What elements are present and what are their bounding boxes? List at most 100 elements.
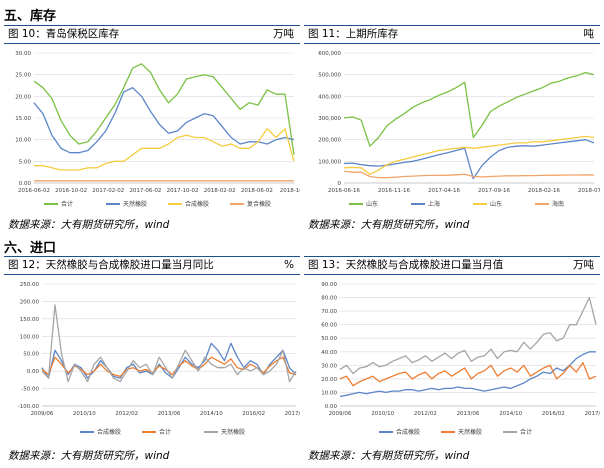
chart-shfe-inventory: 0 100,000 200,000 300,000 400,000 500,000 600,… — [318, 51, 600, 208]
chart-title-fig11: 图 11：上期所库存 — [308, 28, 399, 40]
chart-unit-fig13: 万吨 — [573, 259, 594, 271]
x-tick-label: 2013/06 — [158, 411, 181, 417]
x-tick-label: 2016/02 — [542, 411, 565, 417]
series-line-1 — [343, 139, 595, 180]
legend-label: 上海 — [428, 200, 440, 208]
series-line-1 — [33, 87, 295, 154]
legend-label: 天然橡胶 — [221, 428, 245, 436]
series-line-0 — [343, 71, 595, 147]
x-tick-label: 2017/06 — [285, 411, 300, 417]
x-tick-label: 2014/10 — [499, 411, 522, 417]
y-tick-label: 600,000 — [318, 51, 341, 57]
y-tick-label: 250.00 — [20, 282, 40, 288]
y-tick-label: 200,000 — [318, 138, 341, 144]
section-title-import: 六、进口 — [4, 241, 57, 256]
legend-label: 山东 — [366, 200, 378, 208]
y-tick-label: 0 — [338, 181, 342, 187]
series-line-2 — [34, 128, 295, 171]
x-tick-label: 2009/06 — [329, 411, 352, 417]
section-title-inventory: 五、库存 — [4, 9, 57, 24]
x-tick-label: 2009/06 — [31, 411, 54, 417]
x-tick-label: 2018-02-16 — [528, 188, 560, 194]
x-tick-label: 2017-02-02 — [92, 188, 124, 194]
legend-label: 山东 — [490, 200, 502, 208]
panel-header-fig13: 图 13：天然橡胶与合成橡胶进口量当月值 万吨 — [304, 256, 600, 275]
y-tick-label: 0.00 — [325, 404, 338, 410]
chart-import-volume: 0.00 10.00 20.00 30.00 40.00 50.00 60.00 70.00 8… — [321, 282, 600, 436]
panel-header-fig11: 图 11：上期所库存 吨 — [304, 25, 600, 44]
series-line-0 — [33, 63, 295, 155]
chart-title-fig10: 图 10：青岛保税区库存 — [8, 28, 120, 40]
y-tick-label: 90.00 — [321, 282, 337, 288]
y-tick-label: -50.00 — [21, 387, 39, 393]
x-tick-label: 2018-02-02 — [204, 188, 236, 194]
y-tick-label: 0.00 — [19, 181, 32, 187]
chart-unit-fig12: % — [284, 259, 294, 271]
y-tick-label: 40.00 — [321, 350, 337, 356]
legend-label: 合计 — [61, 200, 73, 208]
source-note-fig12: 数据来源：大有期货研究所，wind — [8, 450, 170, 462]
series-line-2 — [41, 304, 297, 383]
chart-title-fig13: 图 13：天然橡胶与合成橡胶进口量当月值 — [308, 259, 504, 271]
y-tick-label: 150.00 — [20, 317, 40, 323]
y-tick-label: 15.00 — [15, 116, 31, 122]
x-tick-label: 2012/02 — [115, 411, 138, 417]
chart-qingdao-bonded-inventory: 0.00 5.00 10.00 15.00 20.00 25.00 30.00 2016-06… — [15, 51, 300, 208]
series-line-2 — [343, 135, 595, 175]
panel-header-fig12: 图 12：天然橡胶与合成橡胶进口量当月同比 % — [4, 256, 300, 275]
y-tick-label: 10.00 — [321, 390, 337, 396]
x-tick-label: 2017-06-02 — [129, 188, 161, 194]
legend-label: 合计 — [159, 428, 171, 436]
source-note-fig10: 数据来源：大有期货研究所，wind — [8, 219, 170, 231]
chart-import-yoy: -100.00 -50.00 0.00 50.00 100.00 150.00 200.00… — [18, 282, 300, 436]
x-tick-label: 2016-11-16 — [378, 188, 410, 194]
legend-label: 合成橡胶 — [396, 428, 420, 436]
legend-label: 天然橡胶 — [123, 200, 147, 208]
x-tick-label: 2010/10 — [371, 411, 394, 417]
source-note-fig13: 数据来源：大有期货研究所，wind — [308, 450, 470, 462]
x-tick-label: 2016-06-02 — [18, 188, 50, 194]
x-tick-label: 2017-09-16 — [478, 188, 510, 194]
x-tick-label: 2012/02 — [414, 411, 437, 417]
x-tick-label: 2017-04-16 — [428, 188, 460, 194]
x-tick-label: 2010/10 — [73, 411, 96, 417]
legend-label: 合计 — [520, 428, 532, 436]
y-tick-label: 100,000 — [318, 159, 341, 165]
x-tick-label: 2018-07-16 — [578, 188, 600, 194]
y-tick-label: 200.00 — [20, 299, 40, 305]
y-tick-label: 0.00 — [27, 369, 40, 375]
series-line-3 — [343, 170, 595, 179]
y-tick-label: 25.00 — [15, 73, 31, 79]
legend-label: 合成橡胶 — [97, 428, 121, 436]
y-tick-label: 300,000 — [318, 116, 341, 122]
legend-label: 天然橡胶 — [458, 428, 482, 436]
chart-unit-fig11: 吨 — [583, 28, 595, 40]
y-tick-label: 100.00 — [20, 334, 40, 340]
y-tick-label: 10.00 — [15, 138, 31, 144]
y-tick-label: 20.00 — [321, 377, 337, 383]
x-tick-label: 2016/02 — [242, 411, 265, 417]
y-tick-label: 5.00 — [19, 159, 32, 165]
x-tick-label: 2016-06-16 — [328, 188, 360, 194]
legend-label: 合成橡胶 — [185, 200, 209, 208]
y-tick-label: 20.00 — [15, 94, 31, 100]
x-tick-label: 2017/06 — [585, 411, 600, 417]
x-tick-label: 2013/06 — [457, 411, 480, 417]
legend-label: 复合橡胶 — [247, 200, 271, 208]
series-line-0 — [41, 342, 297, 379]
legend-label: 海南 — [552, 200, 564, 208]
y-tick-label: 60.00 — [321, 323, 337, 329]
x-tick-label: 2016-10-02 — [55, 188, 87, 194]
x-tick-label: 2018-06-02 — [241, 188, 273, 194]
chart-unit-fig10: 万吨 — [273, 28, 294, 40]
y-tick-label: 80.00 — [321, 296, 337, 302]
panel-header-fig10: 图 10：青岛保税区库存 万吨 — [4, 25, 300, 44]
y-tick-label: -100.00 — [18, 404, 40, 410]
source-note-fig11: 数据来源：大有期货研究所，wind — [308, 219, 470, 231]
y-tick-label: 500,000 — [318, 73, 341, 79]
y-tick-label: 50.00 — [321, 336, 337, 342]
y-tick-label: 30.00 — [321, 363, 337, 369]
y-tick-label: 50.00 — [23, 352, 39, 358]
y-tick-label: 400,000 — [318, 94, 341, 100]
x-tick-label: 2014/10 — [200, 411, 223, 417]
